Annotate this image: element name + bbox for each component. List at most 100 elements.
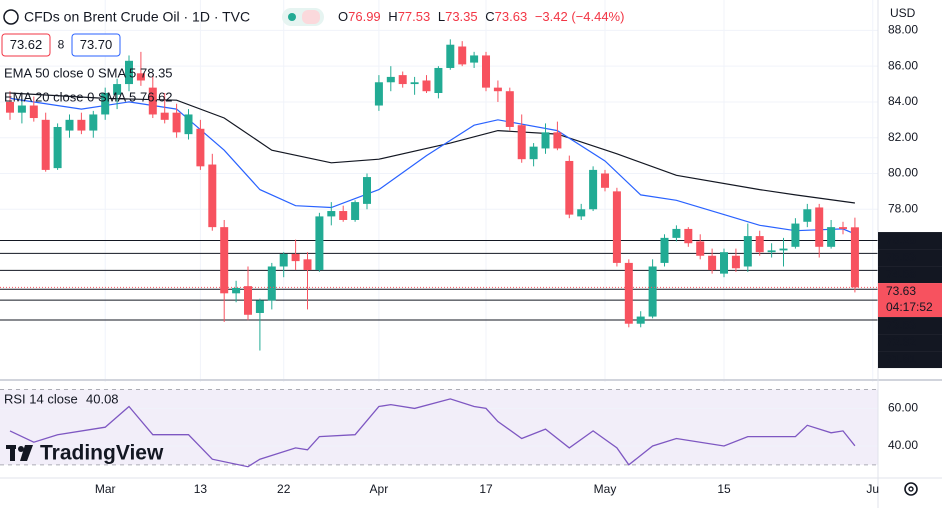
candle-body [517,125,526,160]
candle-body [148,87,157,115]
countdown: 04:17:52 [886,300,933,314]
rsi-layer [0,389,878,468]
candle-body [850,227,859,288]
candle-body [208,164,217,228]
candle-body [493,87,502,92]
indicator-value: 78.35 [140,65,173,80]
price-label: 73.63 [886,284,916,298]
candle-body [101,93,110,115]
x-tick-label: 13 [194,482,208,496]
level-label-box [878,351,942,369]
candle-body [648,266,657,317]
watermark: TradingView [40,442,164,465]
candle-body [160,112,169,120]
bid-box[interactable] [1,33,51,57]
candle-body [398,75,407,85]
candle-body [755,236,764,253]
level-label-box [878,317,942,335]
ohlc-value: 73.35 [445,9,478,24]
bid-price: 73.62 [10,37,43,52]
ema-line [9,92,855,204]
x-tick-label: 15 [717,482,731,496]
indicator-value: 76.62 [140,89,173,104]
x-tick-label: May [594,482,617,496]
logo-part [10,445,15,461]
candle-body [184,114,193,135]
candle-body [53,126,62,169]
candle-body [505,91,514,127]
candle-body [791,223,800,247]
candle-body [386,76,395,83]
candle-body [113,84,122,95]
settings-button-center [908,486,914,492]
level-label: 74.58 [886,267,916,281]
settings-button[interactable] [904,482,918,496]
candle-body [172,112,181,133]
candle-body [232,287,241,294]
candle-body [267,266,276,301]
rsi-tick-label: 60.00 [888,401,918,415]
level-label: 76.25 [886,233,916,247]
candle-body [244,286,253,315]
candle-body [89,114,98,131]
currency[interactable]: USD [890,6,916,20]
ohlc-value: 77.53 [398,9,431,24]
candle-body [422,80,431,92]
candle-body [815,207,824,247]
candle-body [720,252,729,274]
logo-part [20,445,33,461]
level-label-box [878,334,942,352]
candle-body [220,227,229,294]
candle-body [458,46,467,65]
ohlc-value: 76.99 [348,9,381,24]
candle-body [136,73,145,81]
ohlc-label: L [438,9,445,24]
candle-body [743,236,752,267]
candle-body [624,262,633,324]
x-tick-label: Ju [866,482,879,496]
level-label: 71.81 [886,352,916,366]
x-tick-label: 17 [479,482,493,496]
rsi-name: RSI 14 close [4,391,78,406]
rsi-pane [0,382,878,478]
candle-body [255,300,264,313]
change-value: −3.42 (−4.44%) [535,9,625,24]
candle-body [77,119,86,131]
candle-body [446,44,455,68]
y-tick-label: 82.00 [888,130,918,144]
y-tick-label: 84.00 [888,94,918,108]
candle-body [529,146,538,160]
y-tick-label: 78.00 [888,201,918,215]
level-label-box [878,266,942,284]
symbol-icon [3,9,19,25]
ask-price: 73.70 [80,37,113,52]
level-label: 72.92 [886,335,916,349]
candle-body [636,316,645,324]
candle-body [731,255,740,269]
candle-body [767,250,776,253]
ask-box[interactable] [71,33,121,57]
rsi-value: 40.08 [86,391,119,406]
candle-body [291,253,300,262]
ohlc-label: C [485,9,494,24]
y-tick-label: 80.00 [888,166,918,180]
candle-body [827,227,836,247]
candle-body [660,237,669,263]
level-label: 75.53 [886,250,916,264]
price-label-box [878,283,942,318]
candle-body [339,211,348,220]
spread: 8 [58,38,65,52]
axis-layer: 78.00 80.00 82.00 84.00 86.00 88.00 Mar 13 22 Apr… [95,23,942,496]
candle-body [684,228,693,244]
candle-body [374,82,383,106]
candle-body [279,253,288,267]
status-icon [302,10,320,24]
plot-layer [0,39,878,351]
candle-body [482,55,491,88]
chart-title: CFDs on Brent Crude Oil · 1D · TVC [24,9,250,25]
candle-body [553,132,562,149]
indicator-name: EMA 50 close 0 SMA 5 [4,65,136,80]
candle-body [612,191,621,263]
candle-body [779,248,788,251]
candle-body [589,169,598,210]
